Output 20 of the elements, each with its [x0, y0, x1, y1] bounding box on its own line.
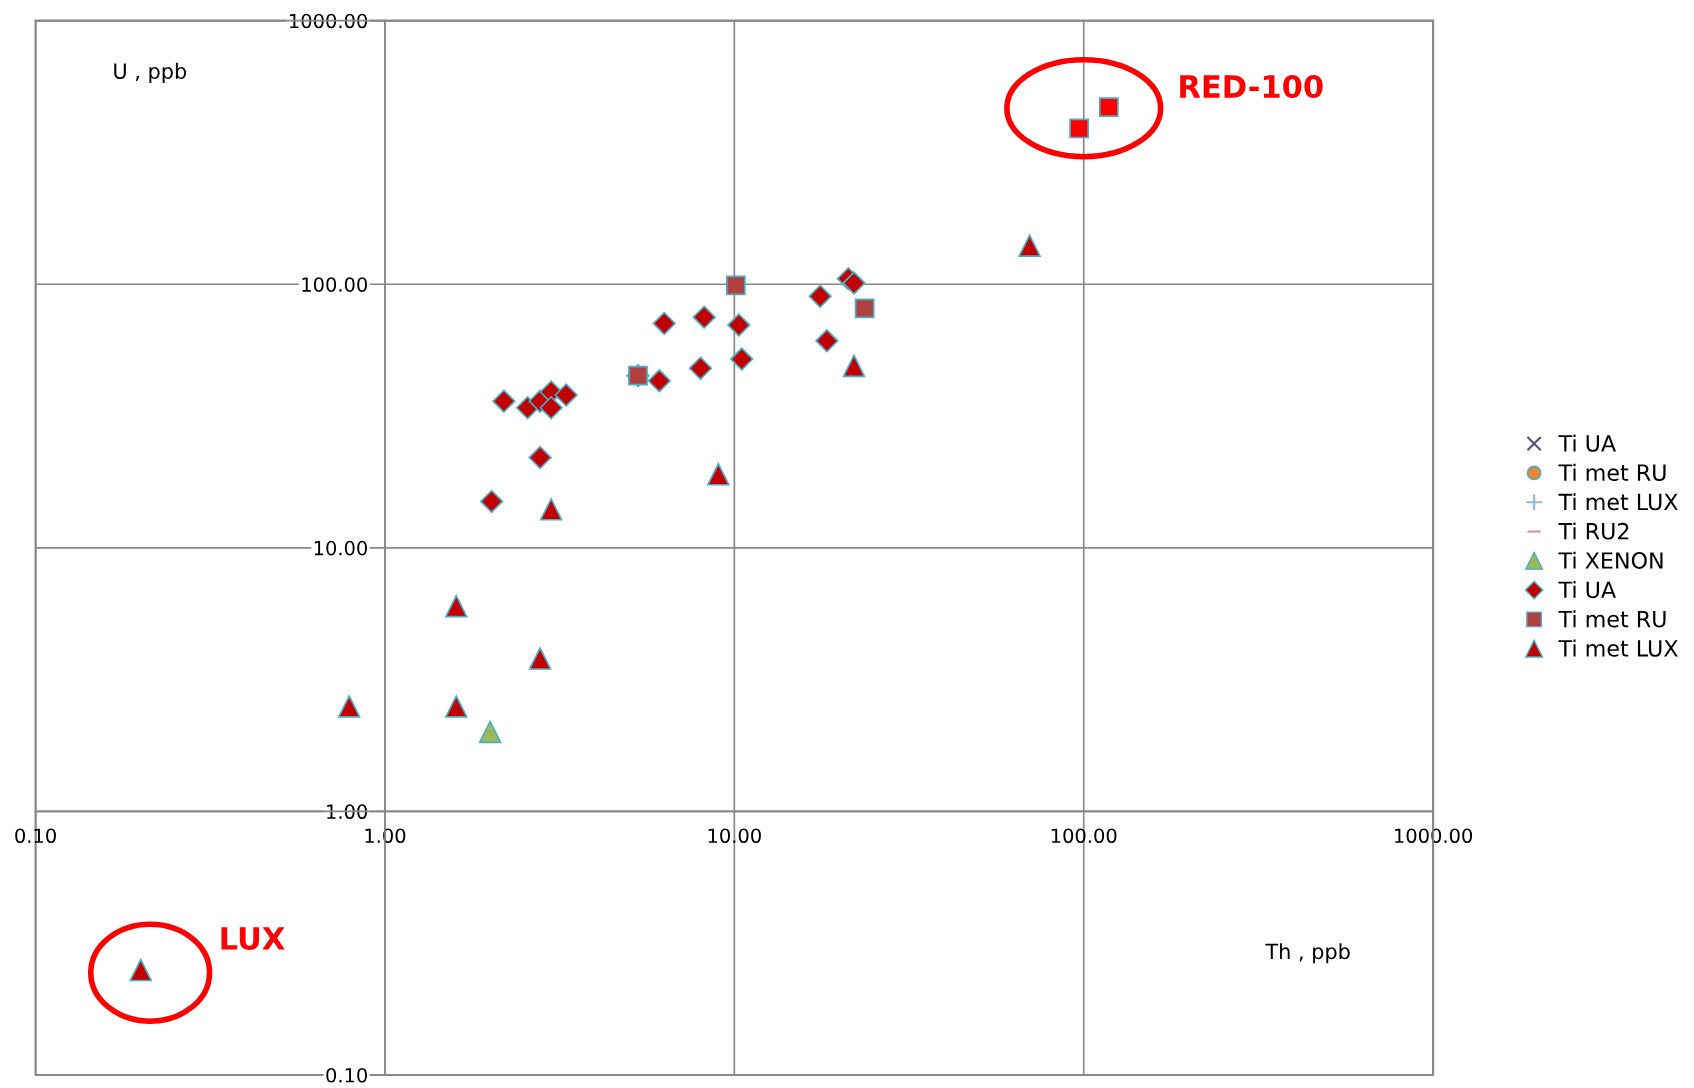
- legend-label: Ti met RU: [1558, 610, 1666, 628]
- x-tick-label: 1000.00: [1395, 828, 1473, 844]
- legend-label: Ti XENON: [1558, 551, 1663, 569]
- legend-label: Ti UA: [1558, 434, 1616, 452]
- y-tick-label: 100.00: [302, 277, 367, 292]
- y-tick-label: 0.10: [326, 1067, 367, 1083]
- y-tick-label: 10.00: [314, 540, 367, 556]
- x-tick-label: 1.00: [365, 828, 406, 844]
- x-axis-title: Th , ppb: [1265, 943, 1350, 964]
- annotation: LUX: [221, 927, 285, 950]
- x-tick-label: 10.00: [708, 828, 761, 844]
- y-axis-title: U , ppb: [114, 62, 187, 83]
- legend-label: Ti RU2: [1558, 522, 1629, 540]
- annotation: RED-100: [1180, 74, 1323, 99]
- legend-label: Ti met LUX: [1558, 639, 1678, 657]
- legend-label: Ti met RU: [1558, 463, 1666, 482]
- legend-label: Ti UA: [1558, 580, 1616, 599]
- x-tick-label: 100.00: [1051, 828, 1117, 844]
- legend-label: Ti met LUX: [1558, 493, 1678, 511]
- x-tick-label: 0.10: [15, 828, 56, 844]
